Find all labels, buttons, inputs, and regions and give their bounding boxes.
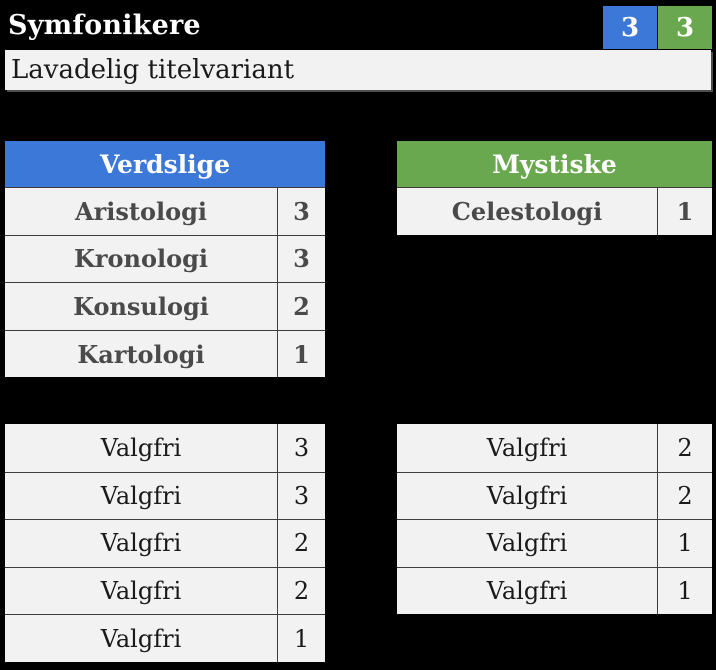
table-row: Valgfri 2 [5,519,325,567]
row-label: Valgfri [100,433,182,462]
table-row: Valgfri 1 [397,566,712,615]
table-row: Valgfri 1 [397,519,712,567]
table-valgfri-left: Valgfri 3 Valgfri 3 Valgfri 2 Valgfri 2 … [5,424,325,662]
row-label: Konsulogi [73,291,209,321]
row-label: Celestologi [451,196,603,226]
table-row: Valgfri 2 [397,471,712,520]
row-value: 1 [277,330,325,378]
row-value: 2 [277,283,325,330]
table-row: Valgfri 2 [5,566,325,615]
table-header-verdslige: Verdslige [5,141,325,187]
row-value: 3 [277,188,325,235]
row-value: 3 [277,424,325,472]
row-label: Kronologi [74,244,208,274]
subtitle-bar: Lavadelig titelvariant [5,50,711,90]
row-label: Valgfri [486,529,568,558]
row-value: 2 [657,472,712,520]
table-row: Kronologi 3 [5,234,325,283]
row-label: Valgfri [100,624,182,653]
row-label: Valgfri [486,481,568,510]
row-label: Valgfri [100,529,182,558]
row-label: Valgfri [486,433,568,462]
row-value: 2 [277,567,325,615]
row-value: 1 [657,188,712,235]
green-count-badge: 3 [658,6,712,49]
row-label: Valgfri [100,481,182,510]
subtitle-text: Lavadelig titelvariant [11,55,295,85]
table-valgfri-right: Valgfri 2 Valgfri 2 Valgfri 1 Valgfri 1 [397,424,712,615]
row-value: 1 [277,615,325,662]
row-label: Valgfri [100,577,182,606]
table-row: Valgfri 3 [5,424,325,472]
row-label: Valgfri [486,577,568,606]
table-row: Konsulogi 2 [5,282,325,330]
table-mystiske: Mystiske Celestologi 1 [397,141,712,235]
table-row: Valgfri 1 [5,614,325,662]
row-value: 1 [657,567,712,615]
row-label: Kartologi [77,339,205,369]
row-value: 2 [277,520,325,567]
row-value: 3 [277,472,325,520]
table-verdslige: Verdslige Aristologi 3 Kronologi 3 Konsu… [5,141,325,378]
blue-count-badge: 3 [603,6,657,49]
table-row: Kartologi 1 [5,329,325,378]
row-value: 3 [277,235,325,283]
row-value: 2 [657,424,712,472]
table-row: Valgfri 2 [397,424,712,472]
table-row: Celestologi 1 [397,187,712,235]
row-value: 1 [657,520,712,567]
page-title: Symfonikere [8,9,201,41]
table-row: Valgfri 3 [5,471,325,520]
row-label: Aristologi [74,196,207,226]
table-header-mystiske: Mystiske [397,141,712,187]
table-row: Aristologi 3 [5,187,325,235]
